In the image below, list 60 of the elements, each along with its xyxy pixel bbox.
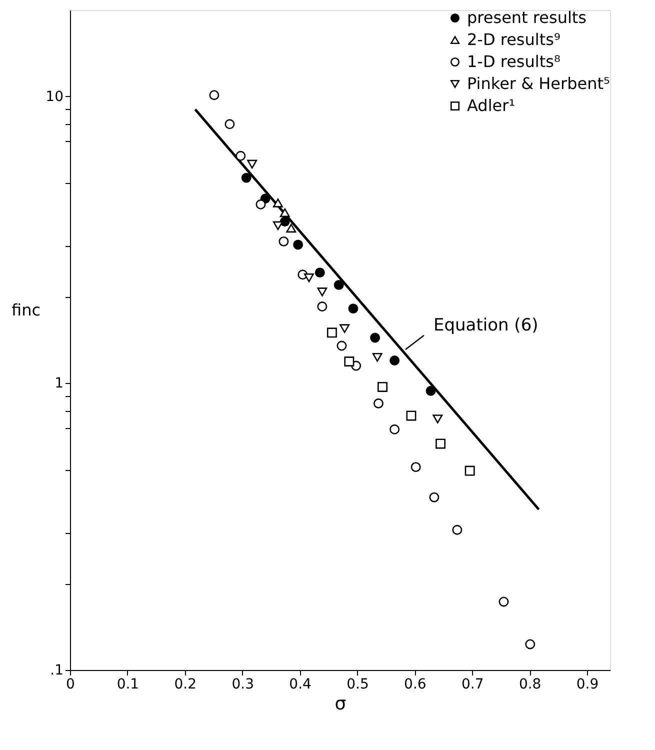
x-tick-label: 0.4 [289, 676, 312, 692]
point [410, 462, 421, 472]
point [429, 492, 440, 502]
point [272, 198, 283, 208]
x-tick-label: 0.9 [576, 676, 599, 692]
x-tick-label: 0.5 [346, 676, 369, 692]
point [293, 240, 304, 250]
legend-label: 2-D results⁹ [467, 30, 560, 49]
point [241, 172, 252, 183]
point [390, 424, 400, 434]
x-tick-label: 0.6 [404, 676, 426, 692]
point [344, 356, 354, 366]
legend-label: Adler¹ [467, 96, 516, 115]
point [370, 332, 380, 343]
point [406, 410, 416, 421]
x-tick-label: 0.7 [461, 676, 484, 692]
point [426, 386, 436, 396]
point [378, 382, 388, 392]
y-axis-title: finc [11, 300, 40, 320]
y-tick-label: 1 [54, 376, 64, 392]
y-tick-label: 10 [46, 88, 64, 105]
point [304, 273, 314, 282]
point [336, 340, 347, 351]
point [436, 438, 446, 449]
point [236, 150, 246, 161]
x-tick-label: 0.8 [518, 676, 542, 692]
point [280, 216, 290, 227]
point [326, 328, 337, 338]
point [390, 355, 400, 366]
x-tick-label: 0.2 [174, 676, 197, 692]
point [317, 302, 328, 312]
x-tick-label: 0 [66, 676, 75, 692]
point [314, 268, 325, 278]
legend-label: Pinker & Herbent⁵ [467, 74, 610, 93]
point [498, 596, 509, 607]
point [224, 119, 235, 130]
legend-label: 1-D results⁸ [467, 52, 560, 71]
y-tick-label: .1 [50, 662, 64, 678]
point [452, 524, 462, 535]
point [272, 221, 283, 230]
x-tick-label: 0.1 [116, 676, 140, 692]
point [247, 160, 258, 169]
point [464, 466, 475, 476]
point [340, 324, 350, 333]
point [286, 224, 296, 233]
x-tick-label: 0.3 [232, 676, 254, 692]
point [374, 398, 384, 408]
point [256, 199, 266, 210]
x-axis-title: σ [334, 694, 346, 714]
point [432, 414, 443, 424]
point [280, 208, 290, 218]
point [209, 90, 220, 100]
point [372, 352, 382, 362]
point [278, 236, 289, 246]
point [525, 639, 536, 650]
point [348, 304, 358, 314]
annotation: Equation (6) [433, 316, 538, 336]
point [334, 280, 344, 290]
legend-label: present results [467, 8, 587, 27]
point [317, 288, 328, 296]
